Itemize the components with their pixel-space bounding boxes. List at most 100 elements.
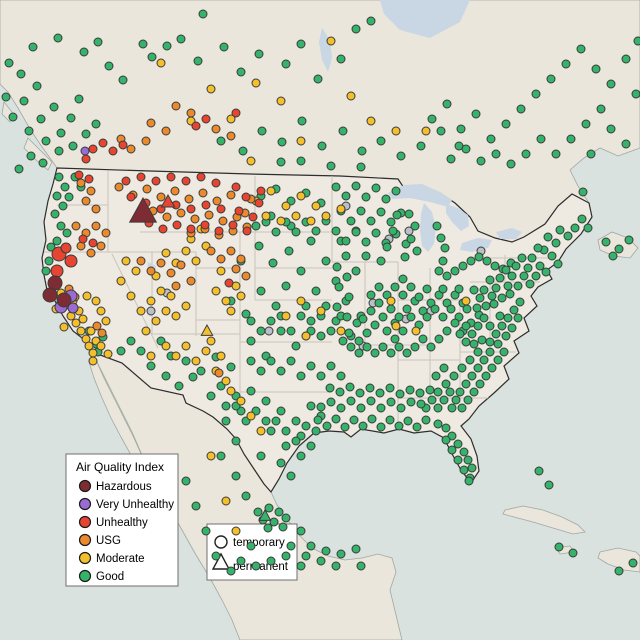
station-marker-usg: [114, 182, 124, 192]
station-marker-good: [570, 223, 580, 233]
station-marker-good: [378, 342, 388, 352]
station-marker-good: [586, 149, 596, 159]
station-marker-moderate: [216, 266, 226, 276]
station-marker-moderate: [346, 91, 356, 101]
station-marker-good: [24, 126, 34, 136]
station-marker-good: [475, 379, 485, 389]
station-marker-good: [511, 261, 521, 271]
station-marker-moderate: [59, 322, 69, 332]
station-marker-good: [396, 151, 406, 161]
station-marker-good: [554, 542, 564, 552]
station-marker-good: [491, 283, 501, 293]
permanent-station-marker-hazardous: [128, 196, 158, 223]
station-marker-good: [32, 81, 42, 91]
station-marker-usg: [162, 212, 172, 222]
station-marker-good: [382, 242, 392, 252]
station-marker-good: [463, 455, 473, 465]
station-marker-good: [378, 312, 388, 322]
station-marker-moderate: [231, 526, 241, 536]
station-marker-unhealthy: [200, 220, 210, 230]
station-marker-good: [261, 396, 271, 406]
station-marker-good: [188, 372, 198, 382]
station-marker-unhealthy: [108, 146, 118, 156]
permanent-station-marker-good: [258, 508, 272, 521]
station-marker-usg: [206, 246, 216, 256]
station-marker-good: [432, 221, 442, 231]
station-marker-moderate: [221, 376, 231, 386]
station-marker-usg: [91, 221, 101, 231]
station-marker-good: [56, 221, 66, 231]
station-marker-good: [266, 356, 276, 366]
station-marker-usg: [156, 192, 166, 202]
station-marker-moderate: [251, 78, 261, 88]
aqi-swatch-good: [78, 569, 92, 583]
station-marker-good: [439, 363, 449, 373]
station-marker-good: [551, 149, 561, 159]
station-marker-good: [501, 119, 511, 129]
station-marker-moderate: [391, 321, 401, 331]
station-marker-good: [266, 556, 276, 566]
cuba-island: [502, 505, 586, 535]
station-marker-good: [414, 292, 424, 302]
station-marker-moderate: [101, 316, 111, 326]
station-marker-good: [281, 59, 291, 69]
station-marker-moderate: [146, 351, 156, 361]
station-marker-good: [206, 391, 216, 401]
station-marker-good: [238, 146, 248, 156]
station-marker-good: [493, 339, 503, 349]
station-marker-moderate: [181, 246, 191, 256]
station-marker-usg: [198, 188, 208, 198]
aqi-label-very-unhealthy: Very Unhealthy: [96, 499, 174, 511]
station-marker-usg: [146, 118, 156, 128]
station-marker-moderate: [131, 266, 141, 276]
station-marker-good: [216, 136, 226, 146]
station-marker-good: [301, 421, 311, 431]
station-marker-good: [462, 304, 472, 314]
station-marker-good: [351, 227, 361, 237]
station-marker-usg: [214, 368, 224, 378]
station-marker-good: [376, 403, 386, 413]
station-marker-good: [446, 304, 456, 314]
station-marker-moderate: [211, 286, 221, 296]
station-marker-good: [54, 172, 64, 182]
station-marker-usg: [190, 214, 200, 224]
station-marker-good: [566, 134, 576, 144]
station-marker-very-unhealthy: [67, 302, 79, 314]
station-marker-usg: [101, 228, 111, 238]
station-marker-moderate: [91, 296, 101, 306]
station-marker-moderate: [311, 201, 321, 211]
station-marker-good: [406, 234, 416, 244]
station-marker-good: [276, 406, 286, 416]
station-marker-moderate: [236, 291, 246, 301]
station-marker-good: [246, 316, 256, 326]
station-marker-good: [531, 271, 541, 281]
station-marker-good: [392, 210, 402, 220]
station-marker-good: [400, 252, 410, 262]
station-marker-good: [46, 242, 56, 252]
station-marker-good: [358, 421, 368, 431]
station-marker-good: [503, 313, 513, 323]
station-marker-good: [507, 323, 517, 333]
station-marker-good: [254, 49, 264, 59]
station-marker-moderate: [386, 296, 396, 306]
station-marker-good: [469, 285, 479, 295]
station-marker-moderate: [156, 286, 166, 296]
station-marker-good: [356, 162, 366, 172]
station-marker-moderate: [161, 341, 171, 351]
station-marker-good: [449, 371, 459, 381]
station-marker-hazardous: [56, 292, 72, 308]
station-marker-good: [596, 104, 606, 114]
station-marker-good: [486, 134, 496, 144]
station-marker-good: [52, 191, 62, 201]
aqi-label-hazardous: Hazardous: [96, 481, 152, 493]
station-marker-good: [471, 109, 481, 119]
station-marker-unhealthy: [88, 144, 98, 154]
station-marker-good: [533, 243, 543, 253]
station-marker-good: [487, 363, 497, 373]
station-marker-unhealthy: [74, 170, 84, 180]
station-marker-good: [226, 566, 236, 576]
station-marker-moderate: [84, 341, 94, 351]
station-marker-good: [365, 383, 375, 393]
station-marker-good: [311, 286, 321, 296]
station-marker-unhealthy: [186, 224, 196, 234]
